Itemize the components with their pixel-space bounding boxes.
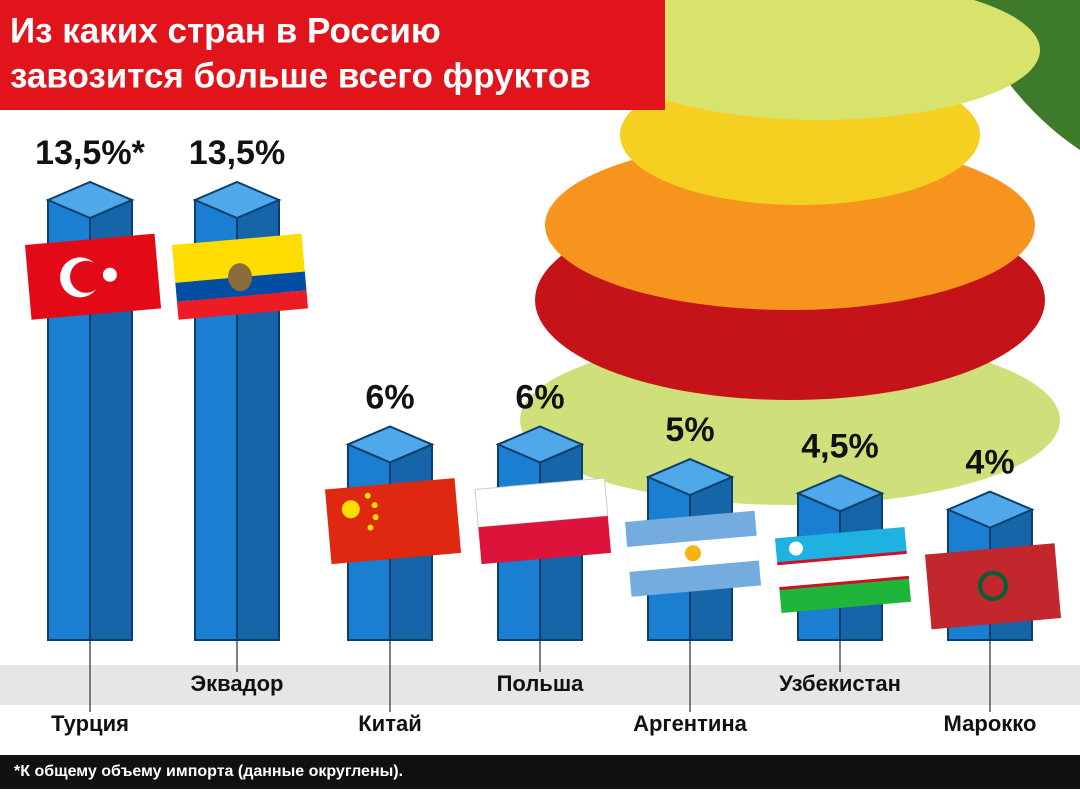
flag-star (977, 570, 1008, 601)
category-label: Китай (358, 711, 422, 736)
value-label: 13,5%* (35, 134, 145, 172)
flag-line (777, 550, 907, 566)
flag-emblem (228, 263, 253, 292)
flag-star (341, 500, 360, 519)
flag-star (102, 267, 117, 282)
flag-bg (474, 477, 609, 528)
title-box (0, 0, 665, 110)
flag (474, 477, 612, 565)
flag-crescent-cut (70, 260, 103, 293)
category-label: Польша (497, 671, 585, 696)
flag-moon (788, 541, 803, 556)
flag-sun (684, 545, 701, 562)
flag-stripe (478, 515, 612, 565)
flag-star (372, 514, 379, 521)
flag-star (367, 524, 374, 531)
flag-bg (925, 543, 1062, 630)
category-label: Узбекистан (779, 671, 901, 696)
flag (775, 527, 912, 614)
flag-bg (172, 233, 305, 283)
flag (625, 510, 762, 597)
flag (172, 233, 309, 320)
bar-top (192, 180, 282, 220)
bar-top (45, 180, 135, 220)
footnote-bar (0, 755, 1080, 789)
chart-title: завозится больше всего фруктов (10, 56, 591, 95)
category-label: Эквадор (191, 671, 284, 696)
value-label: 4% (965, 444, 1014, 482)
flag-stripe (176, 290, 309, 320)
flag-star (371, 502, 378, 509)
category-label: Аргентина (633, 711, 748, 736)
chart-title: Из каких стран в Россию (10, 11, 441, 50)
bar-top (345, 425, 435, 464)
bar-top (645, 457, 735, 497)
category-label: Турция (51, 711, 129, 736)
flag-line (779, 575, 910, 591)
bar-top (795, 474, 885, 513)
flag-star (364, 492, 371, 499)
flag (25, 233, 162, 320)
flag (325, 478, 462, 565)
category-label: Марокко (944, 711, 1037, 736)
bar-top (945, 490, 1035, 529)
value-label: 6% (365, 378, 414, 416)
bar-top (495, 425, 585, 464)
footnote: *К общему объему импорта (данные округле… (14, 763, 403, 780)
value-label: 6% (515, 378, 564, 416)
flag (925, 543, 1062, 630)
fruit-illustration (520, 0, 1080, 505)
apple-top (600, 0, 1040, 120)
flag-bg (325, 478, 462, 565)
value-label: 4,5% (801, 427, 879, 465)
value-label: 5% (665, 411, 714, 449)
value-label: 13,5% (189, 134, 285, 172)
